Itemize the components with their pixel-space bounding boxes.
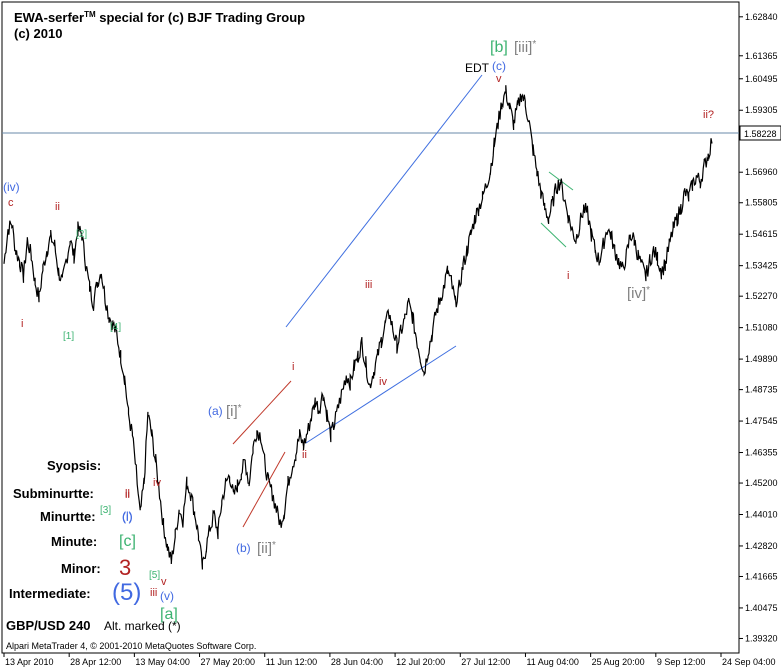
y-tick-label: 1.55805 — [745, 198, 778, 208]
header-year: (c) 2010 — [14, 26, 62, 41]
wave-label: ii — [125, 488, 130, 500]
x-tick-label: 28 Jun 04:00 — [331, 657, 383, 667]
y-tick-label: 1.59305 — [745, 105, 778, 115]
price-line — [3, 85, 713, 570]
wave-label: [iii]* — [514, 39, 536, 56]
legend-marker: ii — [125, 489, 130, 501]
wave-label: [5] — [149, 570, 160, 581]
x-tick-label: 27 May 20:00 — [201, 657, 256, 667]
wave-label: [b] — [490, 39, 508, 56]
legend-label: Intermediate: — [9, 586, 91, 601]
y-tick-label: 1.44010 — [745, 510, 778, 520]
x-tick-label: 12 Jul 20:00 — [396, 657, 445, 667]
y-tick-label: 1.42820 — [745, 541, 778, 551]
wave-label: v — [496, 73, 502, 85]
wave-label: i — [292, 361, 294, 373]
channel-upper-line — [285, 74, 483, 328]
y-tick-label: 1.60495 — [745, 74, 778, 84]
wave-label: i — [21, 318, 23, 330]
y-tick-label: 1.45200 — [745, 478, 778, 488]
wave-label: (a) — [208, 404, 223, 418]
wave-label: ii — [55, 201, 60, 213]
y-tick-label: 1.53425 — [745, 261, 778, 271]
y-tick-label: 1.51080 — [745, 323, 778, 333]
wave-label: (v) — [160, 589, 174, 603]
header-title: EWA-serferTM special for (c) BJF Trading… — [14, 10, 305, 25]
wave-degree-legend: Syopsis: Subminurtte: ii Minurtte: (i) Minute… — [9, 458, 141, 606]
wave-label: [2] — [76, 229, 87, 240]
wave-label: (iv) — [3, 180, 20, 194]
legend-marker: [c] — [119, 533, 136, 550]
wave-label: i — [567, 270, 569, 282]
price-series — [3, 85, 713, 570]
wave-label: iv — [153, 477, 161, 489]
x-tick-label: 11 Jun 12:00 — [266, 657, 317, 667]
y-tick-label: 1.52270 — [745, 291, 778, 301]
wave-label: iv — [379, 376, 387, 388]
y-tick-label: 1.61365 — [745, 51, 778, 61]
wave-label: v — [161, 576, 167, 588]
wave-label: [iv]* — [627, 285, 650, 302]
wave-label: (i) — [122, 509, 133, 523]
x-tick-label: 13 Apr 2010 — [5, 657, 54, 667]
y-tick-label: 1.47545 — [745, 416, 778, 426]
x-tick-label: 24 Sep 04:00 — [722, 657, 776, 667]
wave-label: [4] — [110, 322, 121, 333]
alt-marked-label: Alt. marked (*) — [104, 619, 181, 633]
wave-label: [3] — [100, 505, 111, 516]
x-tick-label: 28 Apr 12:00 — [70, 657, 121, 667]
x-tick-label: 27 Jul 12:00 — [461, 657, 510, 667]
wave-label: [ii]* — [257, 540, 276, 557]
wave-label: ii? — [703, 109, 714, 121]
y-tick-label: 1.46355 — [745, 448, 778, 458]
legend-marker: (5) — [112, 579, 141, 606]
red-channel-upper — [232, 380, 292, 445]
current-price-label: 1.58228 — [744, 129, 777, 139]
wave-label: [i]* — [226, 403, 242, 420]
legend-label: Minurtte: — [40, 509, 96, 524]
x-tick-label: 9 Sep 12:00 — [657, 657, 706, 667]
wave-label: ii — [302, 449, 307, 461]
wave-label: [1] — [63, 331, 74, 342]
legend-marker: (i) — [122, 510, 133, 524]
current-price-box — [739, 125, 781, 141]
y-tick-label: 1.54615 — [745, 229, 778, 239]
footer-copyright: Alpari MetaTrader 4, © 2001-2010 MetaQuo… — [6, 641, 256, 651]
green-channel-lower — [540, 222, 567, 248]
x-tick-label: 25 Aug 20:00 — [592, 657, 645, 667]
x-tick-label: 11 Aug 04:00 — [526, 657, 578, 667]
y-tick-label: 1.48735 — [745, 385, 778, 395]
y-tick-label: 1.56960 — [745, 167, 778, 177]
time-axis: 13 Apr 2010 28 Apr 12:00 13 May 04:00 27 Ma… — [3, 653, 776, 667]
channel-lower-line — [305, 345, 457, 444]
legend-label: Subminurtte: — [13, 486, 94, 501]
legend-label: Minute: — [51, 534, 97, 549]
wave-label: [a] — [160, 606, 178, 623]
price-axis: 1.62840 1.61365 1.60495 1.59305 1.56960 1.558… — [739, 12, 778, 643]
wave-label: EDT — [465, 61, 490, 75]
symbol-label: GBP/USD 240 — [6, 618, 91, 633]
wave-label: iii — [365, 279, 372, 291]
legend-label: Syopsis: — [47, 458, 101, 473]
legend-marker: 3 — [119, 555, 131, 580]
x-tick-label: 13 May 04:00 — [135, 657, 190, 667]
y-tick-label: 1.39320 — [745, 633, 778, 643]
legend-label: Minor: — [61, 561, 101, 576]
y-tick-label: 1.40475 — [745, 603, 778, 613]
y-tick-label: 1.41665 — [745, 571, 778, 581]
wave-label: (c) — [492, 59, 506, 73]
red-channel-lower — [242, 451, 286, 528]
wave-label: iii — [150, 587, 157, 599]
wave-label: (b) — [236, 541, 251, 555]
y-tick-label: 1.49890 — [745, 354, 778, 364]
wave-label: c — [8, 197, 14, 209]
y-tick-label: 1.62840 — [745, 12, 778, 22]
